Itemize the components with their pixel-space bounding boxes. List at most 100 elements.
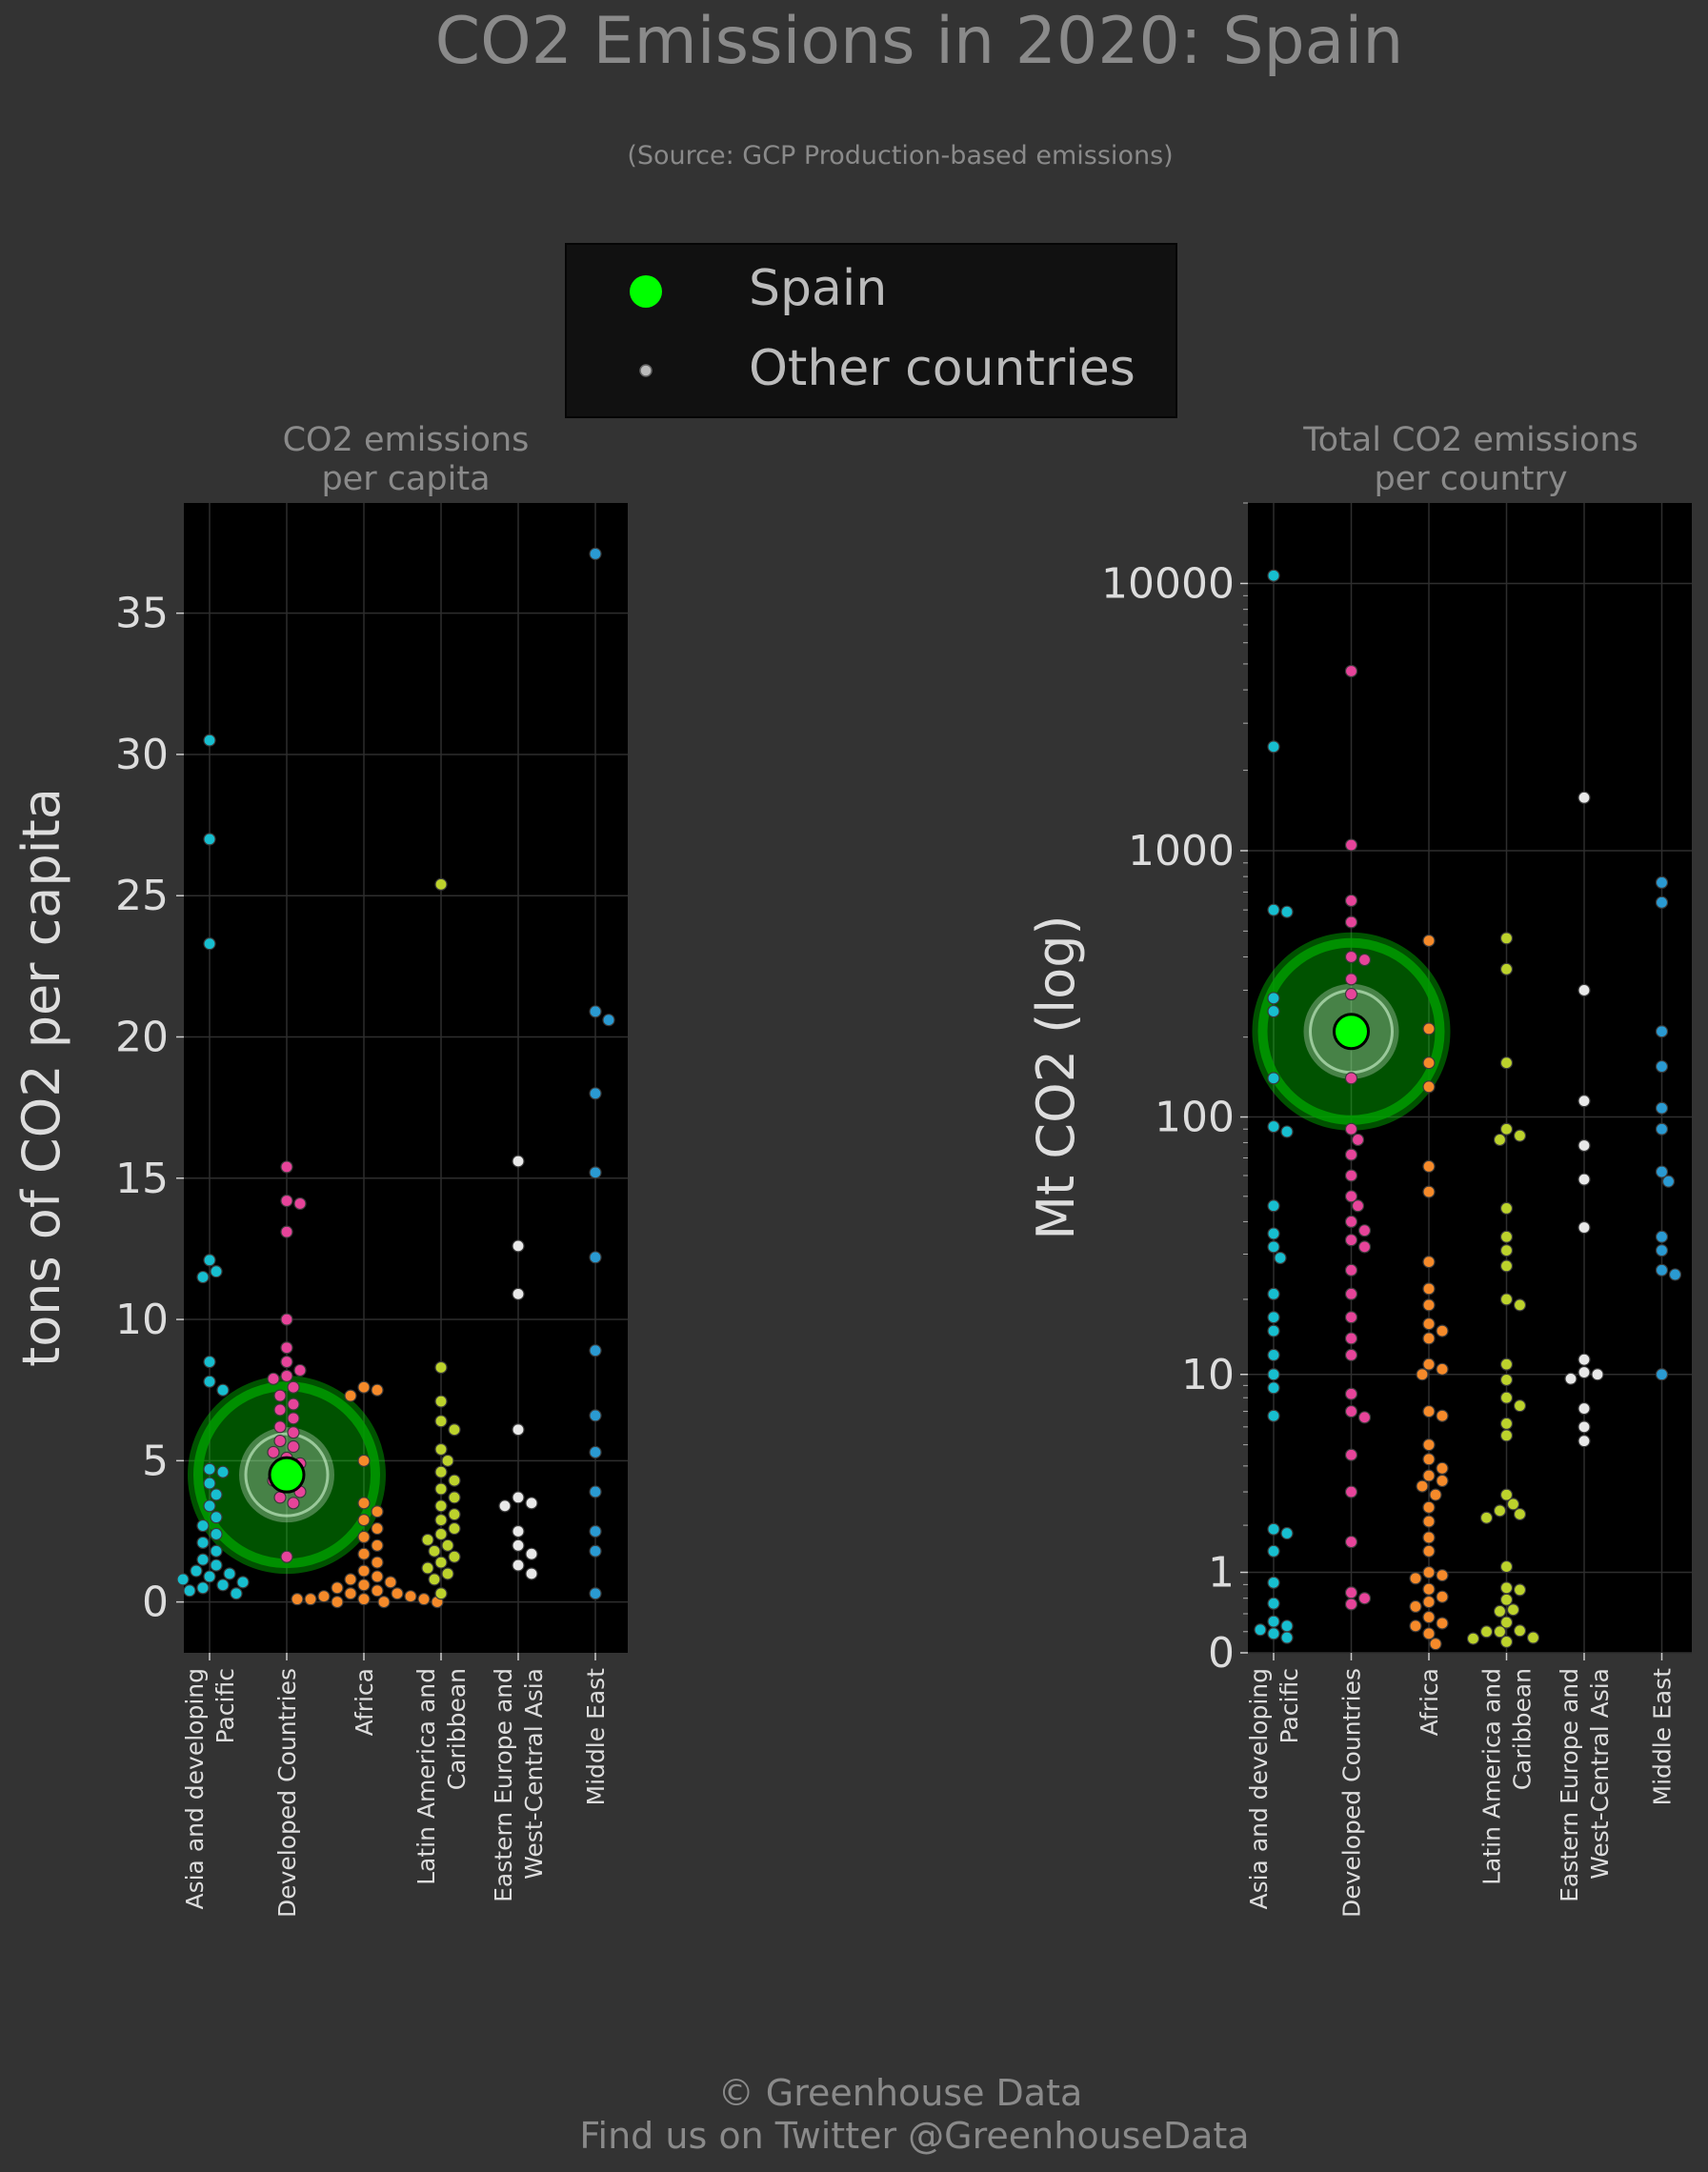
point-asia-and-developing-pacific [210,1527,223,1541]
point-latin-america-and-caribbean [441,1538,454,1552]
x-tick-label-pacific: Pacific [211,1668,239,1743]
point-africa [1429,1488,1442,1501]
point-asia-and-developing-pacific [1267,1576,1280,1589]
point-asia-and-developing-pacific [1267,1072,1280,1085]
x-tick-label-west-central-asia: West-Central Asia [520,1668,548,1880]
point-africa [1422,1185,1436,1198]
point-middle-east [1655,1230,1669,1243]
point-africa [357,1380,371,1394]
point-africa [1436,1590,1449,1603]
point-developed-countries [287,1398,300,1411]
point-asia-and-developing-pacific [1267,1287,1280,1300]
point-developed-countries [1351,1199,1365,1213]
point-developed-countries [1344,973,1358,986]
y-tick-label: 10000 [1101,559,1235,608]
point-asia-and-developing-pacific [1267,1627,1280,1640]
point-africa [1436,1474,1449,1488]
y-tick-label: 1 [1208,1549,1235,1598]
point-latin-america-and-caribbean [434,1415,448,1428]
x-tick-label-latin-america-and: Latin America and [412,1668,440,1885]
point-asia-and-developing-pacific [216,1579,230,1592]
point-latin-america-and-caribbean [1513,1583,1527,1597]
y-tick-label: 10 [115,1296,169,1344]
point-middle-east [1655,1059,1669,1074]
point-latin-america-and-caribbean [1513,1298,1527,1312]
spain-marker [268,1456,306,1494]
point-latin-america-and-caribbean [434,1556,448,1569]
point-eastern-europe-and-west-central-asia [1577,1401,1591,1416]
plot-area [1248,503,1692,1653]
point-developed-countries [280,1160,293,1174]
point-latin-america-and-caribbean [434,1395,448,1408]
point-latin-america-and-caribbean [1499,1581,1514,1595]
point-asia-and-developing-pacific [1254,1623,1267,1637]
point-asia-and-developing-pacific [1267,1348,1280,1361]
point-latin-america-and-caribbean [1499,932,1514,945]
point-latin-america-and-caribbean [1499,1056,1514,1070]
point-latin-america-and-caribbean [1499,1429,1514,1442]
point-latin-america-and-caribbean [1493,1625,1507,1639]
point-africa [1436,1617,1449,1630]
point-asia-and-developing-pacific [1267,1119,1280,1134]
point-developed-countries [1344,1234,1358,1247]
point-latin-america-and-caribbean [1499,1391,1514,1404]
point-developed-countries [1344,1122,1358,1136]
point-developed-countries [287,1412,300,1425]
point-africa [331,1581,344,1595]
point-latin-america-and-caribbean [1499,1488,1514,1501]
y-tick-label: 35 [115,590,169,638]
point-africa [304,1593,317,1606]
y-tick-label: 30 [115,731,169,779]
point-middle-east [589,1485,602,1498]
point-eastern-europe-and-west-central-asia [498,1499,512,1513]
point-developed-countries [1344,664,1358,678]
point-africa [357,1593,371,1606]
point-developed-countries [1357,1224,1372,1237]
point-developed-countries [1357,1592,1372,1605]
point-asia-and-developing-pacific [203,734,216,747]
point-eastern-europe-and-west-central-asia [512,1491,525,1504]
point-asia-and-developing-pacific [1267,1324,1280,1337]
point-latin-america-and-caribbean [441,1454,454,1467]
y-tick-label: 0 [142,1579,169,1627]
x-tick-label-pacific: Pacific [1276,1668,1303,1743]
x-tick-label-middle-east: Middle East [1649,1668,1677,1806]
point-asia-and-developing-pacific [203,1477,216,1490]
point-developed-countries [293,1363,307,1378]
point-asia-and-developing-pacific [196,1270,210,1284]
point-africa [344,1587,357,1600]
point-asia-and-developing-pacific [1274,1251,1287,1265]
point-developed-countries [280,1341,293,1355]
point-middle-east [589,1005,602,1018]
point-eastern-europe-and-west-central-asia [1577,1353,1591,1366]
panel-title-line: per capita [321,460,490,498]
point-latin-america-and-caribbean [1499,1293,1514,1306]
point-africa [1422,1022,1436,1036]
x-tick-label-middle-east: Middle East [582,1668,610,1806]
point-asia-and-developing-pacific [203,1462,216,1476]
point-developed-countries [273,1403,287,1417]
point-latin-america-and-caribbean [421,1561,434,1575]
point-developed-countries [1344,1535,1358,1549]
point-developed-countries [1344,1485,1358,1498]
point-asia-and-developing-pacific [1280,1125,1294,1138]
point-latin-america-and-caribbean [428,1544,441,1558]
point-developed-countries [280,1194,293,1208]
point-developed-countries [1344,1263,1358,1277]
point-asia-and-developing-pacific [210,1511,223,1524]
point-asia-and-developing-pacific [210,1544,223,1558]
point-africa [1422,1565,1436,1579]
point-asia-and-developing-pacific [203,833,216,846]
point-eastern-europe-and-west-central-asia [1577,1365,1591,1379]
y-tick-label: 15 [115,1155,169,1203]
point-asia-and-developing-pacific [1267,1409,1280,1422]
point-developed-countries [1344,1148,1358,1161]
point-asia-and-developing-pacific [196,1553,210,1566]
point-latin-america-and-caribbean [1499,1417,1514,1431]
point-developed-countries [1351,1133,1365,1147]
point-latin-america-and-caribbean [1479,1625,1494,1639]
point-asia-and-developing-pacific [1280,905,1294,918]
point-middle-east [589,1587,602,1600]
point-asia-and-developing-pacific [203,1254,216,1267]
point-developed-countries [1344,1072,1358,1085]
